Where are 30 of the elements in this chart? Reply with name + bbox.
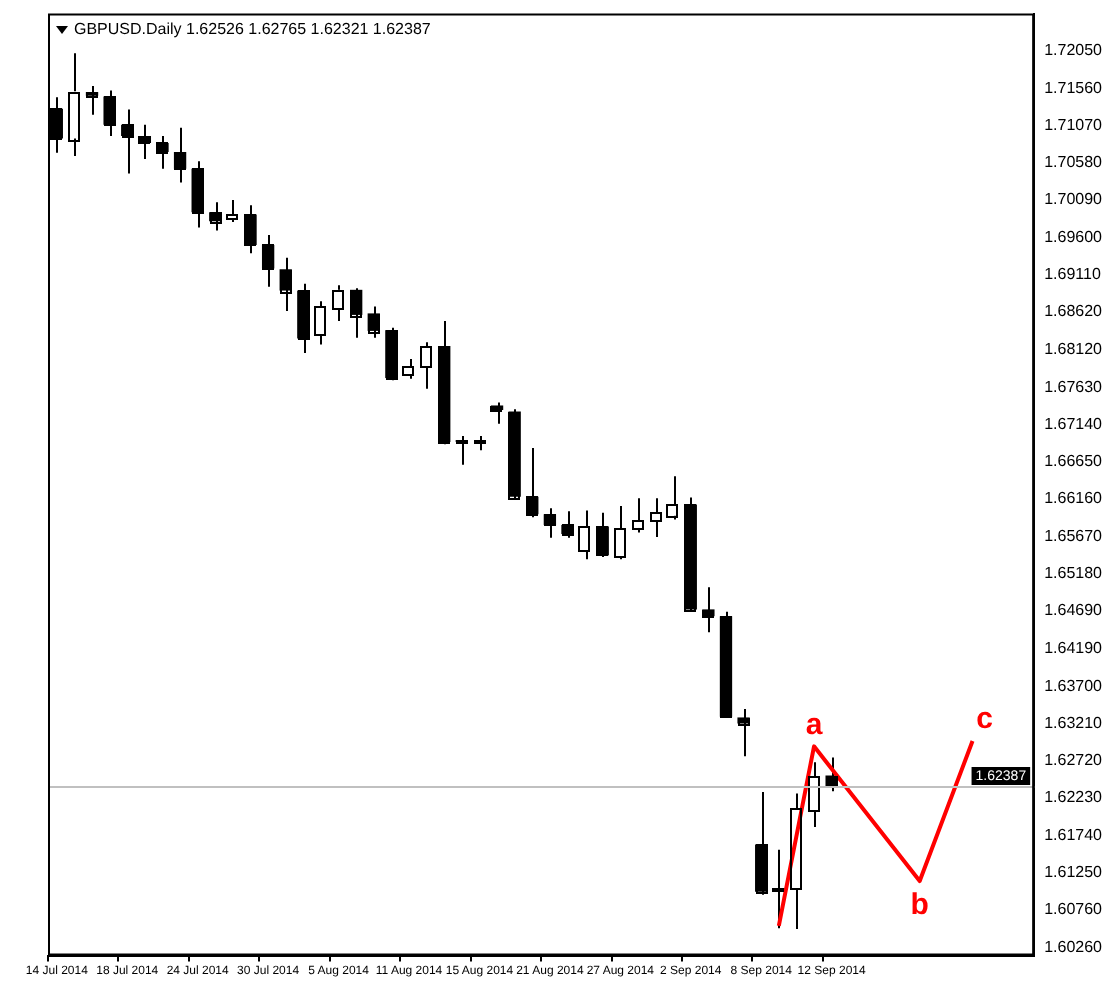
y-tick-label: 1.62230	[1044, 788, 1104, 807]
y-tick-label: 1.69110	[1044, 265, 1102, 283]
y-tick-label: 1.70090	[1044, 190, 1104, 209]
y-tick-label: 1.65180	[1044, 564, 1104, 583]
y-tick-label: 1.68120	[1044, 340, 1104, 359]
data-label: b	[910, 888, 929, 923]
data-label: a	[805, 707, 824, 742]
y-tick-label: 1.60260	[1044, 938, 1104, 957]
y-tick-label: 1.66650	[1044, 452, 1104, 471]
y-tick-label: 1.69600	[1044, 227, 1104, 246]
y-tick-label: 1.68620	[1044, 302, 1104, 321]
y-tick-label: 1.64690	[1044, 601, 1104, 620]
y-tick-label: 1.61250	[1044, 863, 1104, 882]
y-tick-label: 1.66160	[1044, 489, 1104, 508]
y-tick-label: 1.70580	[1044, 153, 1104, 172]
y-tick-label: 1.64190	[1044, 639, 1104, 658]
y-tick-label: 1.63210	[1044, 713, 1104, 732]
candlestick	[790, 792, 803, 930]
y-tick-label: 1.72050	[1044, 41, 1104, 60]
chart-title: GBPUSD.Daily 1.62526 1.62765 1.62321 1.62387	[74, 20, 431, 38]
y-tick-label: 1.60760	[1044, 900, 1104, 919]
y-tick-label: 1.62720	[1044, 751, 1104, 770]
y-tick-label: 1.67140	[1044, 414, 1104, 433]
y-tick-label: 1.71070	[1044, 115, 1104, 134]
y-tick-label: 1.67630	[1044, 377, 1104, 396]
y-tick-label: 1.61740	[1044, 825, 1104, 844]
y-tick-label: 1.65670	[1044, 526, 1104, 545]
y-tick-label: 1.71560	[1044, 78, 1104, 97]
data-label: c	[976, 702, 993, 737]
y-tick-label: 1.63700	[1044, 676, 1104, 695]
